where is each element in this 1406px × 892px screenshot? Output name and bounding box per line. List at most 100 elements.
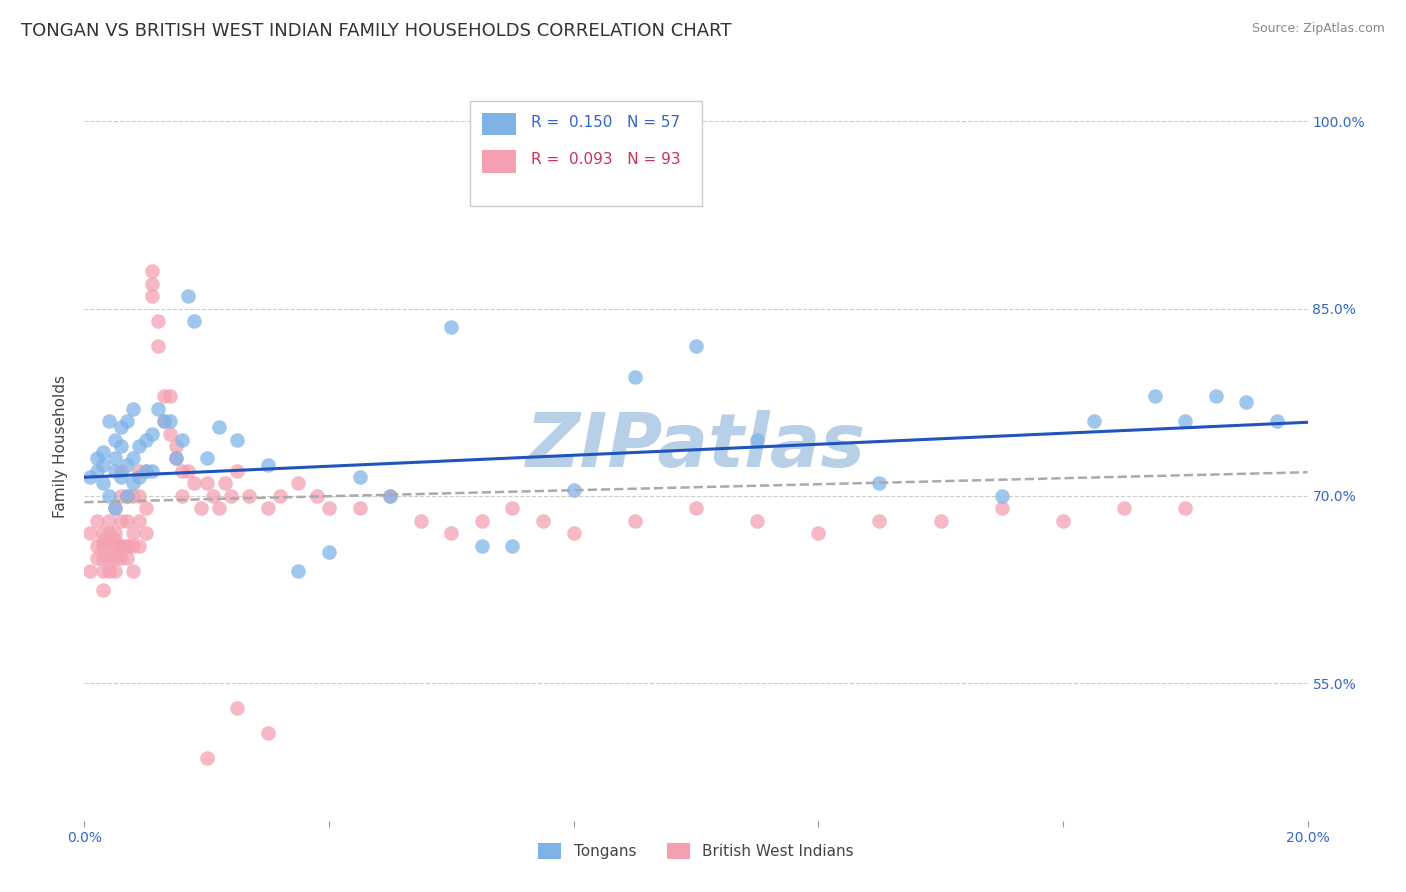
Point xyxy=(122,476,145,491)
Point xyxy=(97,564,120,578)
FancyBboxPatch shape xyxy=(482,150,516,172)
Text: R =  0.093   N = 93: R = 0.093 N = 93 xyxy=(531,153,681,168)
Point xyxy=(79,526,101,541)
Point xyxy=(135,433,157,447)
Point xyxy=(165,451,187,466)
Point xyxy=(104,551,127,566)
Point xyxy=(97,539,120,553)
Point xyxy=(991,489,1014,503)
Point xyxy=(86,551,108,566)
Point xyxy=(165,451,187,466)
Point xyxy=(91,564,114,578)
Point xyxy=(562,526,585,541)
Point xyxy=(91,539,114,553)
Point xyxy=(502,501,524,516)
Point xyxy=(104,526,127,541)
Point xyxy=(195,751,218,765)
Point xyxy=(257,458,280,472)
Point xyxy=(305,489,328,503)
Point xyxy=(104,464,127,478)
Point xyxy=(135,526,157,541)
Point xyxy=(104,451,127,466)
Point xyxy=(1174,501,1197,516)
Point xyxy=(91,582,114,597)
Point xyxy=(104,539,127,553)
Point xyxy=(172,489,194,503)
Point xyxy=(128,539,150,553)
Point xyxy=(165,439,187,453)
Point xyxy=(685,501,707,516)
Point xyxy=(115,458,138,472)
Point xyxy=(115,514,138,528)
Point xyxy=(409,514,432,528)
Point xyxy=(97,489,120,503)
Point xyxy=(1083,414,1105,428)
Point xyxy=(122,401,145,416)
Point xyxy=(502,539,524,553)
Point xyxy=(97,526,120,541)
Point xyxy=(172,464,194,478)
Point xyxy=(208,501,231,516)
Point xyxy=(141,426,163,441)
Point xyxy=(219,489,242,503)
Point xyxy=(135,501,157,516)
Point xyxy=(97,551,120,566)
Point xyxy=(128,489,150,503)
Text: TONGAN VS BRITISH WEST INDIAN FAMILY HOUSEHOLDS CORRELATION CHART: TONGAN VS BRITISH WEST INDIAN FAMILY HOU… xyxy=(21,22,731,40)
Point xyxy=(110,514,132,528)
Point xyxy=(115,539,138,553)
Text: Source: ZipAtlas.com: Source: ZipAtlas.com xyxy=(1251,22,1385,36)
Point xyxy=(1236,395,1258,409)
Point xyxy=(141,289,163,303)
Point xyxy=(91,551,114,566)
Point xyxy=(128,470,150,484)
Point xyxy=(128,514,150,528)
Point xyxy=(110,551,132,566)
Point xyxy=(141,264,163,278)
Point xyxy=(208,420,231,434)
Point xyxy=(869,476,891,491)
Point xyxy=(128,439,150,453)
Point xyxy=(318,545,340,559)
Point xyxy=(226,464,249,478)
Point xyxy=(146,314,169,328)
Point xyxy=(747,433,769,447)
Point xyxy=(153,414,176,428)
Point xyxy=(122,564,145,578)
Point xyxy=(110,464,132,478)
Point xyxy=(531,514,554,528)
Point xyxy=(110,539,132,553)
Point xyxy=(153,389,176,403)
Point xyxy=(177,289,200,303)
Point xyxy=(195,451,218,466)
Point xyxy=(146,401,169,416)
Point xyxy=(380,489,402,503)
Point xyxy=(115,539,138,553)
Point xyxy=(380,489,402,503)
Point xyxy=(349,470,371,484)
Point xyxy=(91,476,114,491)
Point xyxy=(128,464,150,478)
Point xyxy=(110,439,132,453)
Point xyxy=(869,514,891,528)
Point xyxy=(1174,414,1197,428)
Point xyxy=(349,501,371,516)
Point xyxy=(807,526,830,541)
Point xyxy=(318,501,340,516)
Point xyxy=(86,451,108,466)
Point xyxy=(115,551,138,566)
Point xyxy=(177,464,200,478)
Point xyxy=(747,514,769,528)
Point xyxy=(115,489,138,503)
Point xyxy=(172,433,194,447)
Point xyxy=(91,533,114,547)
Point xyxy=(104,501,127,516)
Point xyxy=(91,526,114,541)
Point xyxy=(97,414,120,428)
Point xyxy=(440,320,463,334)
Point xyxy=(183,476,205,491)
Point xyxy=(257,501,280,516)
Point xyxy=(287,476,309,491)
Point xyxy=(1143,389,1166,403)
Point xyxy=(159,426,181,441)
